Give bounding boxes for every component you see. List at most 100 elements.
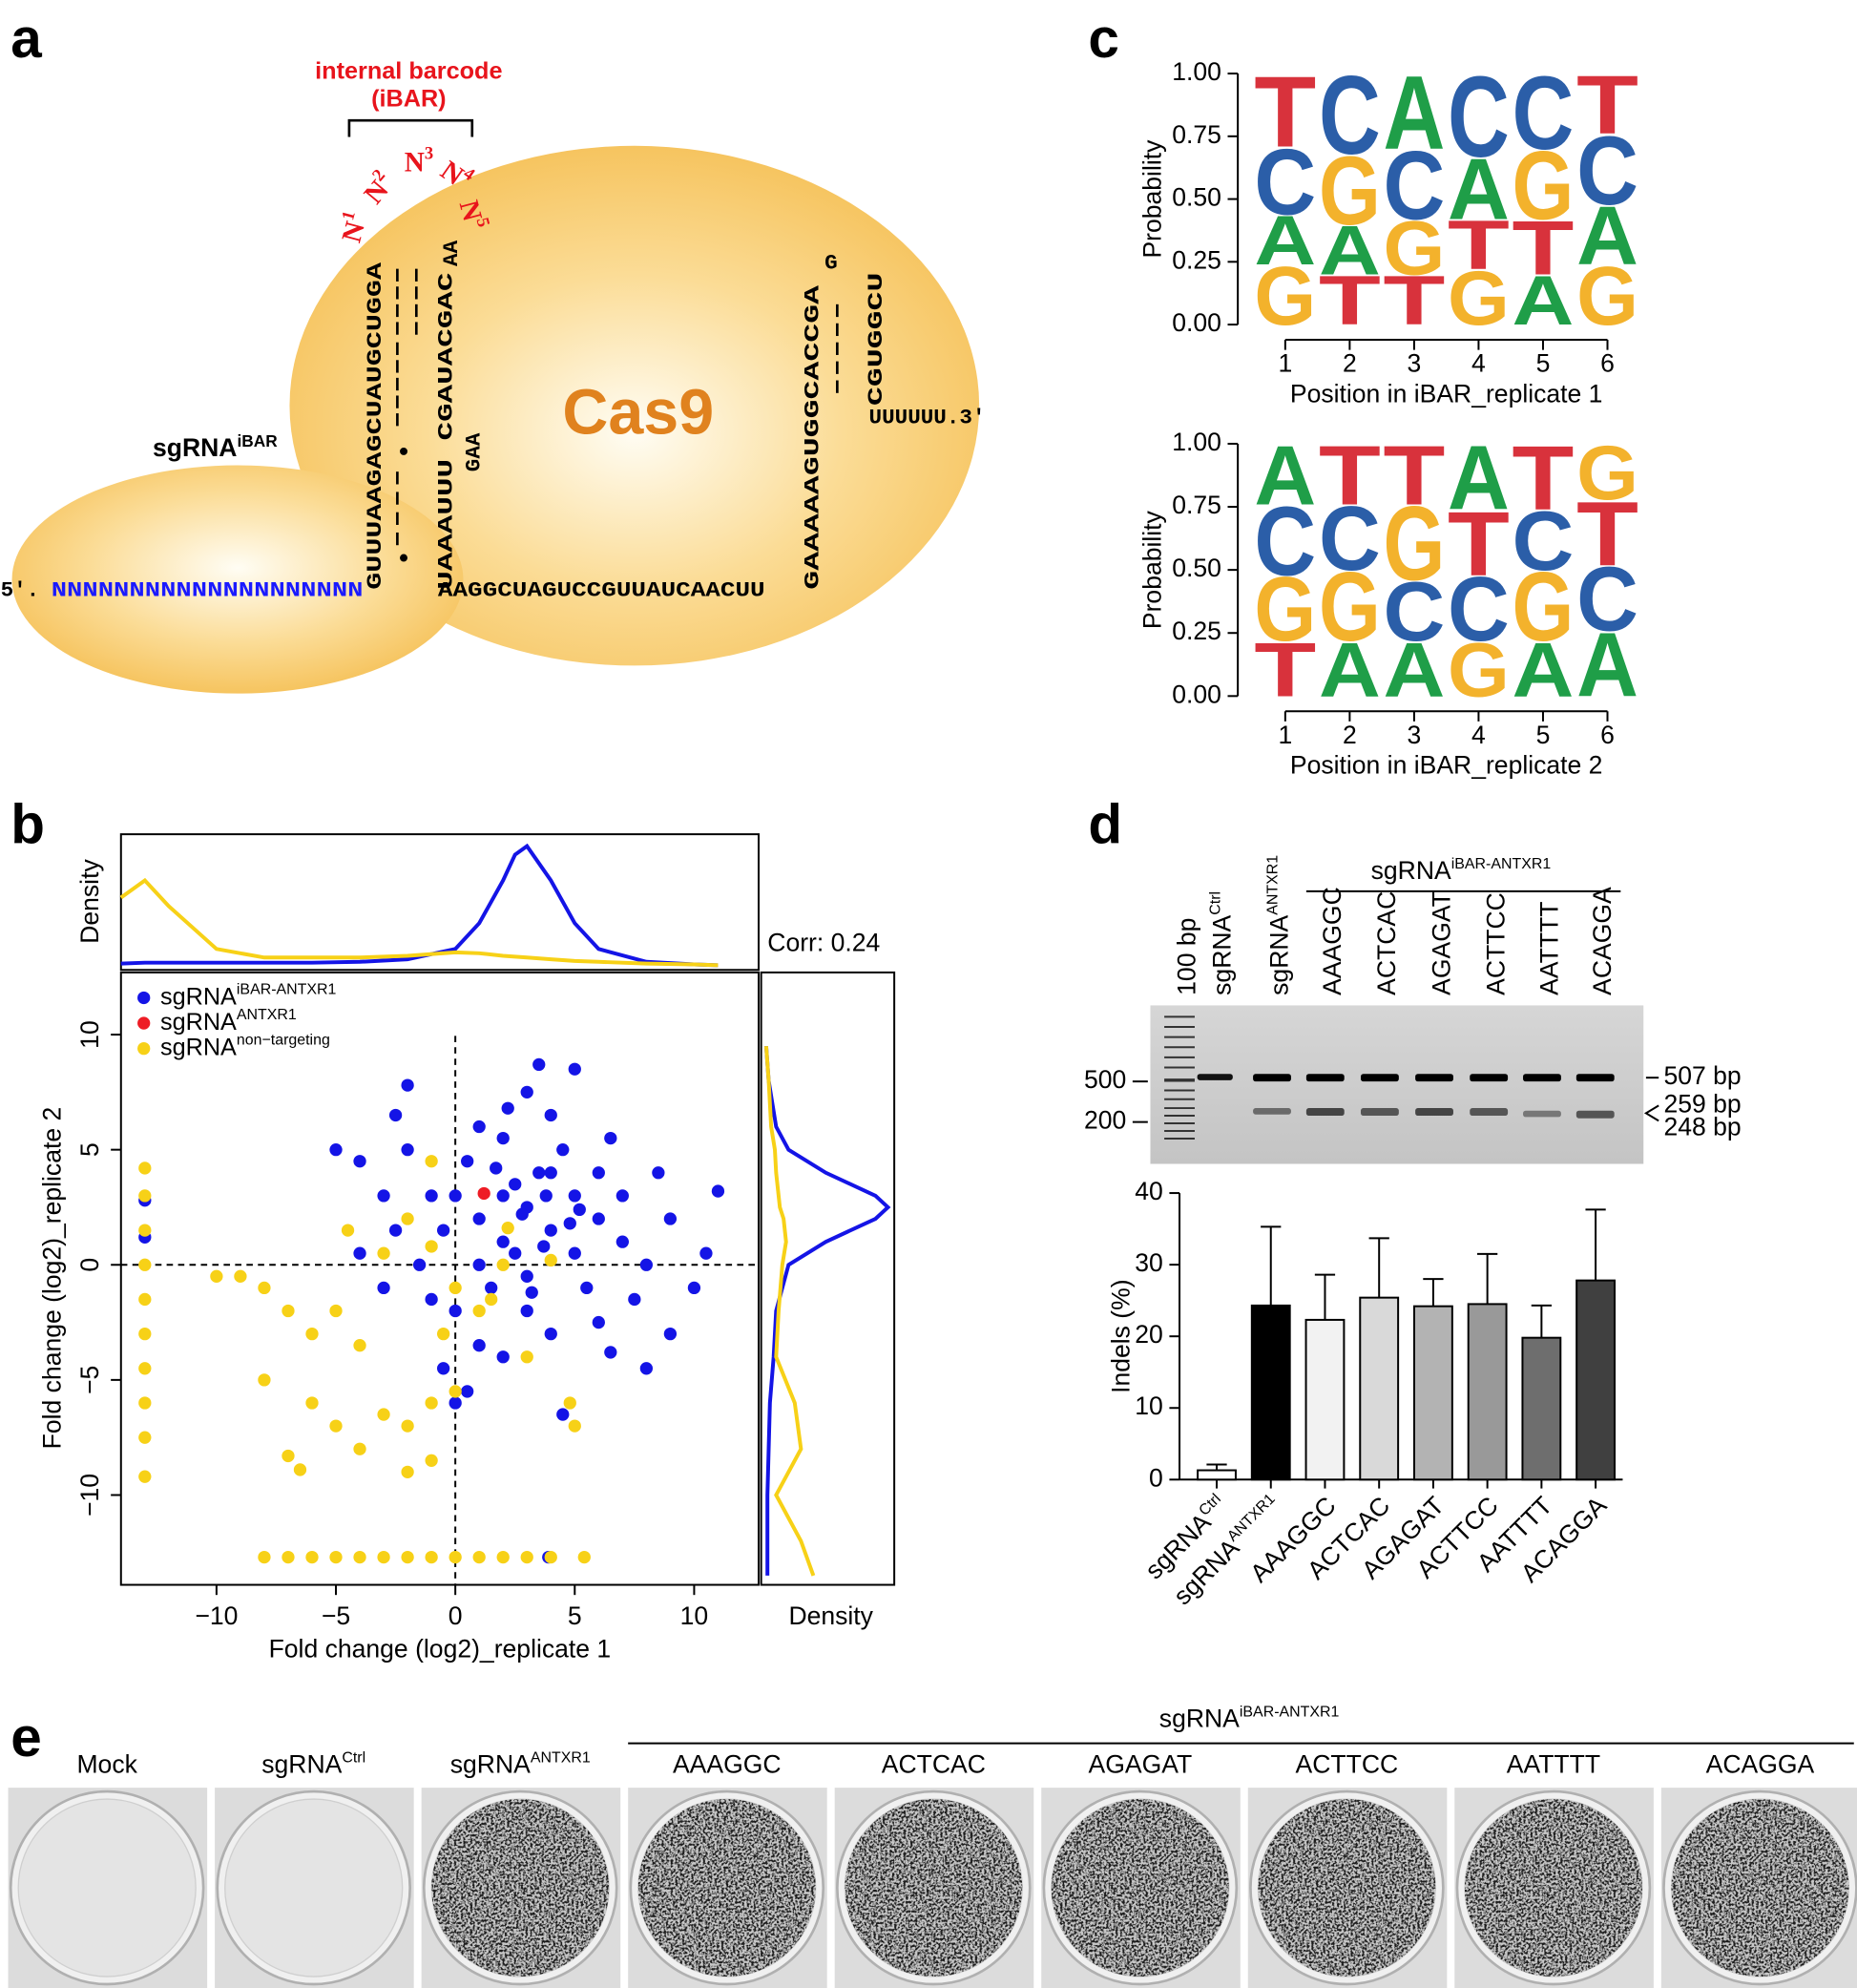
point bbox=[532, 1057, 546, 1072]
lane-label: ACTTCC bbox=[1481, 892, 1510, 995]
x-tick-label: 1 bbox=[1278, 721, 1292, 749]
logo-letter: T bbox=[1254, 627, 1316, 713]
point bbox=[592, 1166, 605, 1180]
point bbox=[616, 1235, 629, 1248]
logo-letter: G bbox=[1448, 627, 1510, 713]
point bbox=[485, 1292, 498, 1307]
point bbox=[563, 1396, 576, 1410]
point bbox=[568, 1419, 581, 1433]
label-sup: iBAR bbox=[237, 431, 278, 450]
base-pairs bbox=[396, 268, 839, 562]
point bbox=[509, 1178, 522, 1191]
logo-letter: T bbox=[1319, 262, 1381, 340]
point bbox=[496, 1189, 510, 1203]
ladder bbox=[1164, 1015, 1195, 1140]
y-tick-label: −10 bbox=[75, 1474, 104, 1517]
logo-letter: G bbox=[1513, 132, 1575, 241]
y-axis-label: Probability bbox=[1137, 510, 1166, 629]
point bbox=[436, 1224, 450, 1237]
density-label: Density bbox=[788, 1601, 873, 1630]
guide-sequence: NNNNNNNNNNNNNNNNNNNN bbox=[52, 577, 364, 602]
y-tick-label: 0.50 bbox=[1172, 183, 1221, 212]
logo-letter: A bbox=[1513, 627, 1575, 713]
point bbox=[580, 1281, 594, 1295]
point bbox=[425, 1189, 438, 1203]
x-tick-label: −5 bbox=[322, 1601, 350, 1630]
logo-letter: G bbox=[1383, 485, 1445, 602]
density-curve bbox=[763, 1045, 816, 1577]
plot-frame bbox=[119, 833, 760, 972]
legend-label-sup: non−targeting bbox=[237, 1032, 330, 1048]
colony-stain bbox=[637, 1799, 816, 1978]
x-tick-label: 0 bbox=[449, 1601, 463, 1630]
point bbox=[401, 1212, 414, 1225]
bar bbox=[1304, 1318, 1346, 1481]
point bbox=[234, 1269, 247, 1283]
logo-letter: A bbox=[1319, 211, 1381, 289]
panel-label: c bbox=[1088, 8, 1119, 70]
colony-stain bbox=[1464, 1799, 1642, 1978]
logo-letter: G bbox=[1513, 553, 1575, 662]
point bbox=[341, 1224, 355, 1237]
y-tick-label: 0.25 bbox=[1172, 245, 1221, 274]
point bbox=[563, 1217, 576, 1230]
y-tick-label: 0.75 bbox=[1172, 120, 1221, 149]
y-tick-label: 1.00 bbox=[1172, 428, 1221, 456]
x-tick-label: 10 bbox=[680, 1601, 709, 1630]
point bbox=[490, 1161, 503, 1175]
point bbox=[138, 1362, 152, 1375]
point bbox=[138, 1258, 152, 1271]
point bbox=[592, 1315, 605, 1329]
plate-well bbox=[17, 1798, 197, 1978]
point bbox=[520, 1085, 533, 1099]
y-tick-label: 0.00 bbox=[1172, 308, 1221, 337]
logo-letter: C bbox=[1383, 564, 1445, 658]
y-tick-label: 0.00 bbox=[1172, 680, 1221, 708]
point bbox=[544, 1550, 557, 1564]
plate-label: AATTTT bbox=[1507, 1750, 1600, 1779]
bar bbox=[1575, 1279, 1617, 1481]
density-label: Density bbox=[75, 859, 104, 944]
point bbox=[539, 1189, 553, 1203]
point bbox=[461, 1155, 474, 1168]
bracket-label: internal barcode bbox=[315, 57, 502, 84]
sequence: GUUUAAGAGCUAUGCUGGA bbox=[363, 262, 387, 589]
plate-label-base: Mock bbox=[76, 1750, 137, 1779]
point bbox=[353, 1339, 366, 1352]
y-tick-label: 30 bbox=[1135, 1248, 1163, 1277]
point bbox=[377, 1246, 390, 1260]
x-tick-label: 1 bbox=[1278, 349, 1292, 378]
logo-letter: C bbox=[1448, 558, 1510, 660]
panel-label: d bbox=[1088, 793, 1122, 855]
point bbox=[305, 1327, 319, 1341]
marker-arrow bbox=[1643, 1104, 1659, 1122]
point bbox=[449, 1281, 462, 1295]
gel-image bbox=[1132, 889, 1659, 1164]
lane-label: 100 bp bbox=[1172, 918, 1200, 995]
x-tick-label: 5 bbox=[568, 1601, 582, 1630]
point bbox=[616, 1189, 629, 1203]
sequence: UAAAUUU CGAUACGAC bbox=[434, 273, 459, 590]
x-tick-label: 3 bbox=[1408, 721, 1422, 749]
point bbox=[556, 1408, 570, 1421]
colony-stain bbox=[431, 1799, 610, 1978]
point bbox=[652, 1166, 665, 1180]
legend-label-base: sgRNA bbox=[160, 1009, 237, 1036]
point bbox=[532, 1166, 546, 1180]
point bbox=[425, 1550, 438, 1564]
point bbox=[425, 1292, 438, 1307]
point bbox=[425, 1155, 438, 1168]
y-tick-label: 10 bbox=[75, 1020, 104, 1049]
y-tick-label: 0.50 bbox=[1172, 554, 1221, 582]
lane-label-base: sgRNA bbox=[1264, 914, 1293, 994]
point bbox=[449, 1304, 462, 1318]
sequence: 5′. bbox=[1, 577, 40, 602]
sequence: G bbox=[824, 251, 838, 276]
logo-letter: G bbox=[1254, 249, 1316, 343]
point bbox=[509, 1246, 522, 1260]
point bbox=[496, 1550, 510, 1564]
y-tick-label: 20 bbox=[1135, 1320, 1163, 1349]
point bbox=[401, 1143, 414, 1157]
logo-letter: A bbox=[1319, 627, 1381, 713]
